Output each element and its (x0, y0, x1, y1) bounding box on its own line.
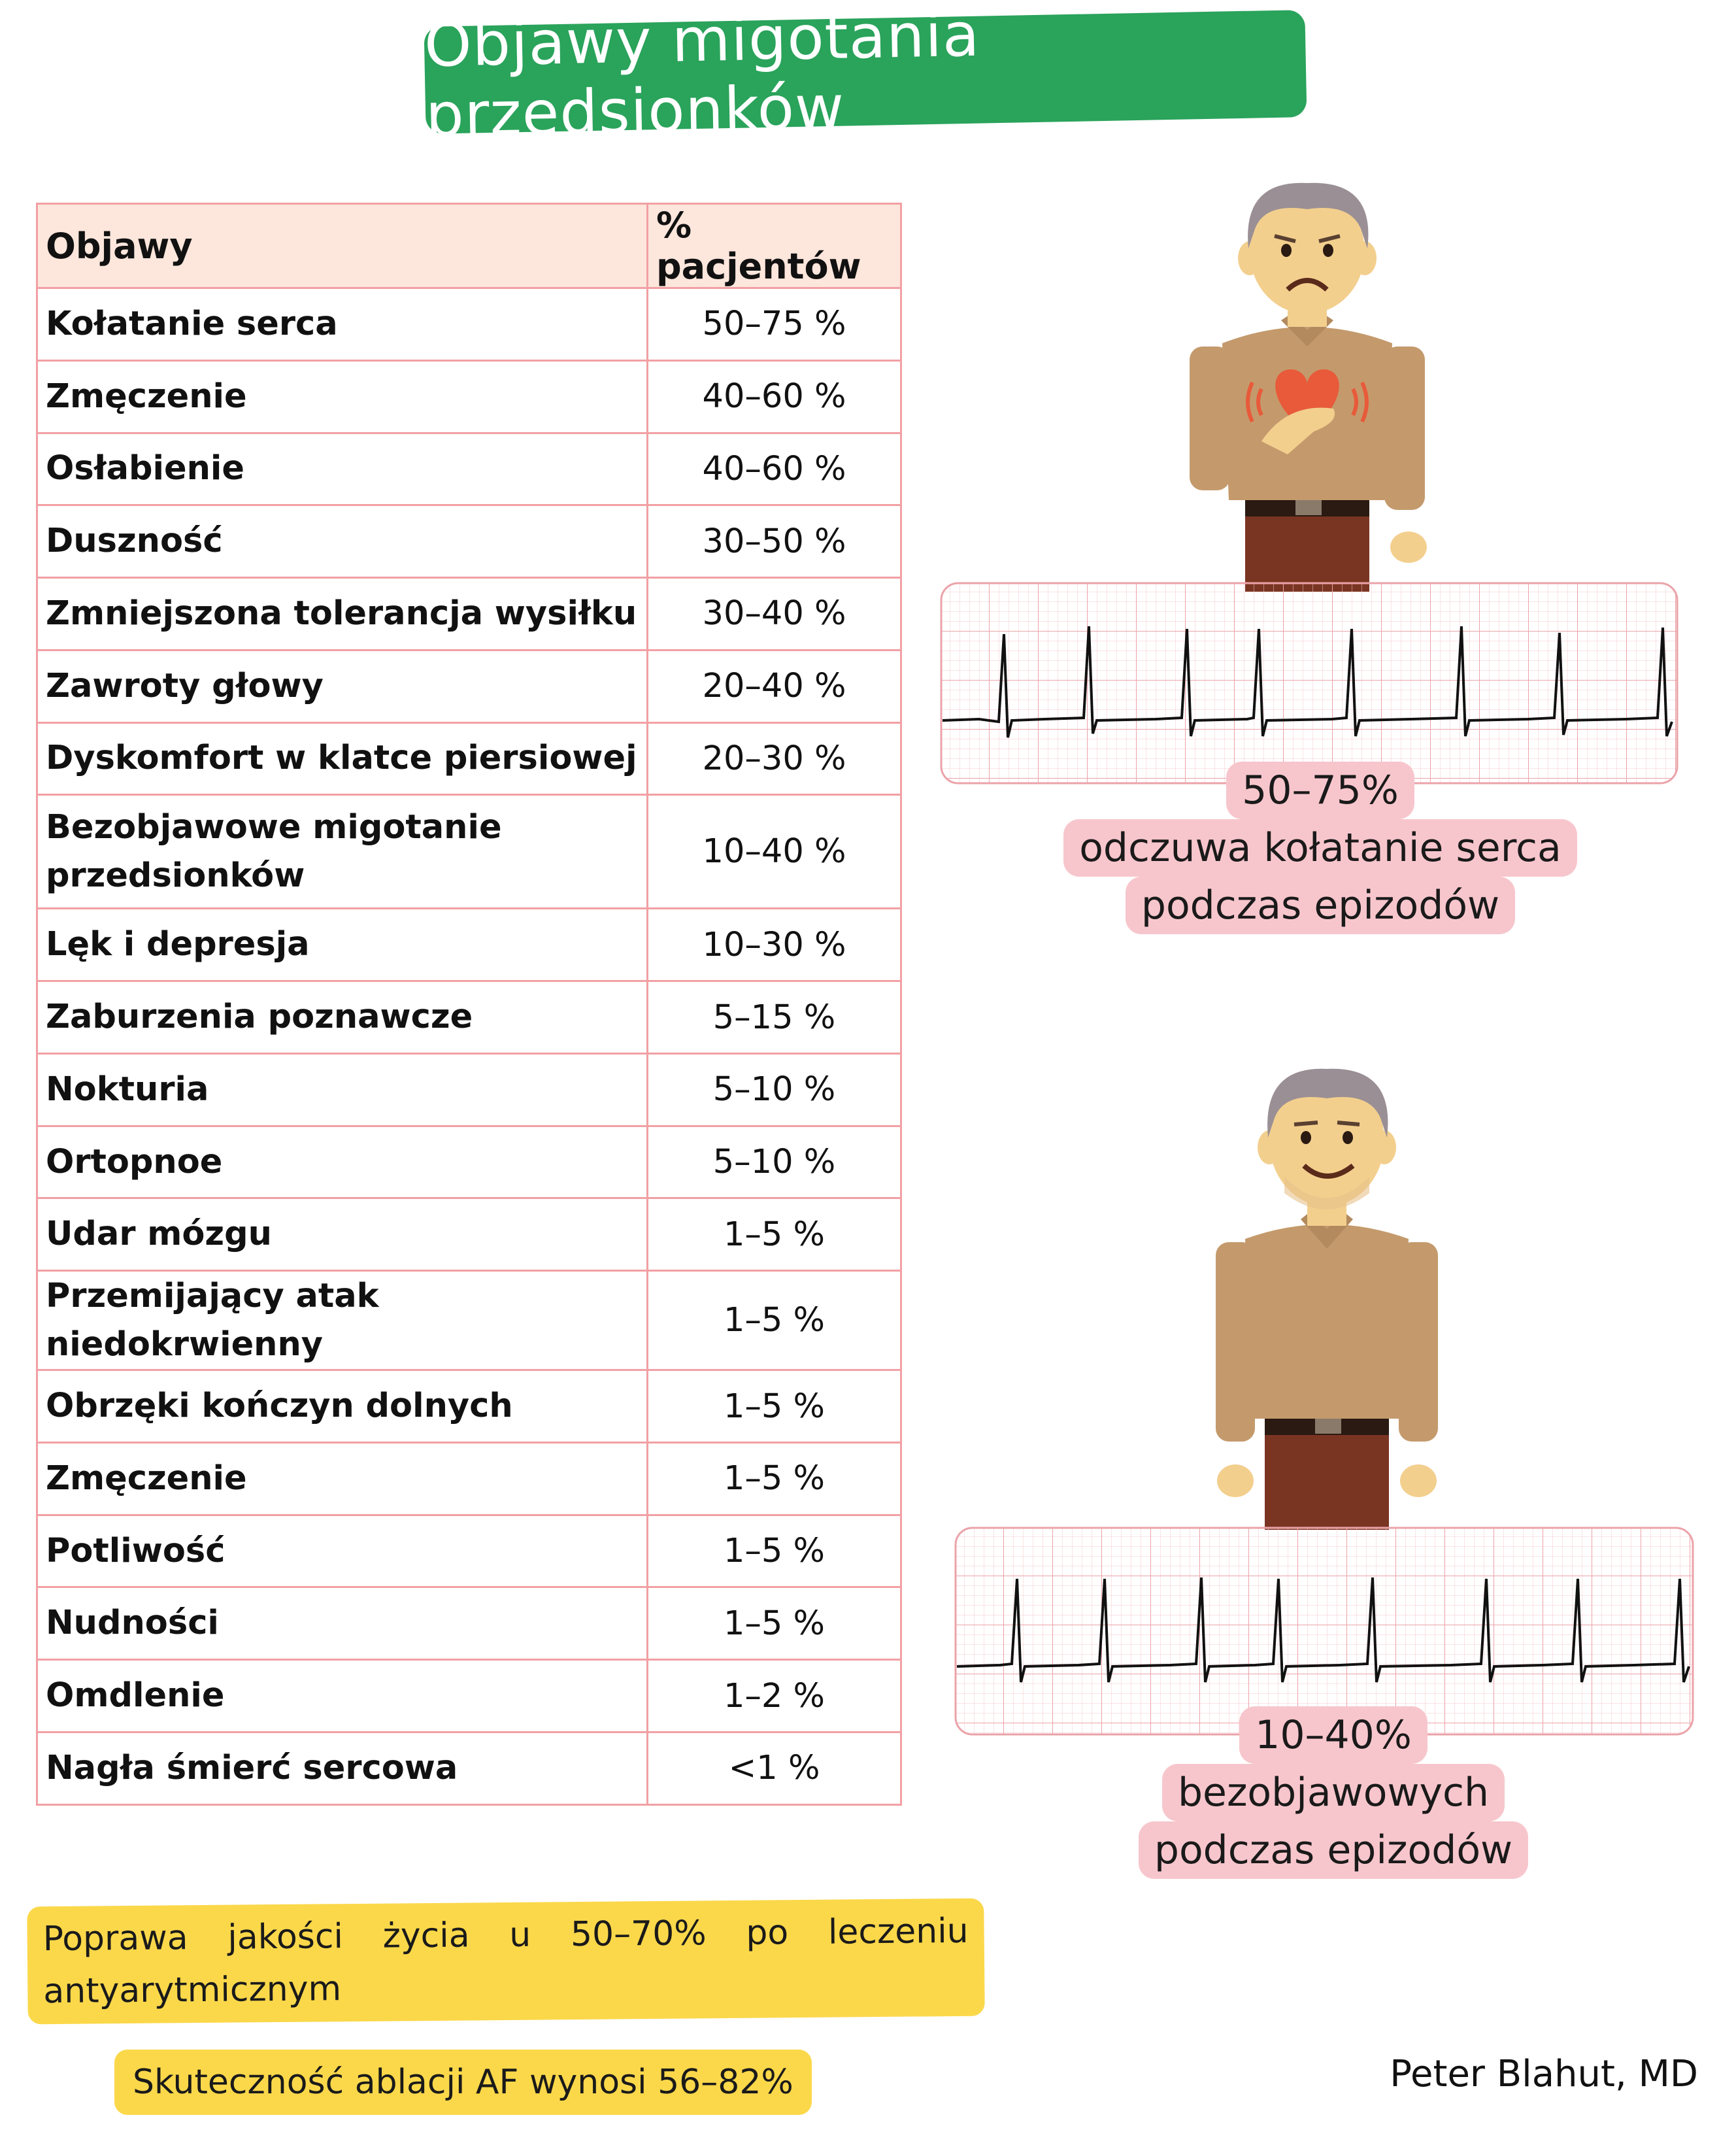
symptom-name: Potliwość (36, 1513, 648, 1589)
symptom-percent: 40–60 % (646, 359, 902, 434)
column-header-percent: % pacjentów (646, 203, 902, 289)
table-row: Dyskomfort w klatce piersiowej 20–30 % (36, 721, 902, 796)
table-row: Potliwość 1–5 % (36, 1513, 902, 1589)
symptom-percent: 5–10 % (646, 1052, 902, 1127)
table-row: Nagła śmierć sercowa <1 % (36, 1731, 902, 1806)
symptom-percent: 10–40 % (646, 794, 902, 910)
table-row: Lęk i depresja 10–30 % (36, 907, 902, 983)
table-row: Nudności 1–5 % (36, 1586, 902, 1661)
symptom-percent: 1–2 % (646, 1659, 902, 1733)
table-row: Duszność 30–50 % (36, 504, 902, 579)
symptom-name: Obrzęki kończyn dolnych (36, 1369, 648, 1444)
symptom-name: Zmęczenie (36, 1441, 648, 1516)
note-ablation: Skuteczność ablacji AF wynosi 56–82% (114, 2050, 812, 2115)
symptom-percent: 10–30 % (646, 907, 902, 983)
symptom-percent: 30–50 % (646, 504, 902, 579)
symptom-percent: 1–5 % (646, 1197, 902, 1272)
calm-man-illustration (1216, 1068, 1438, 1530)
callout-palpitations: 50–75% odczuwa kołatanie serca podczas e… (1059, 762, 1582, 934)
symptom-name: Udar mózgu (36, 1197, 648, 1272)
symptom-percent: 20–40 % (646, 649, 902, 724)
symptom-percent: 40–60 % (646, 431, 902, 507)
symptom-name: Ortopnoe (36, 1124, 648, 1200)
symptom-name: Kołatanie serca (36, 287, 648, 362)
table-row: Przemijający atak niedokrwienny 1–5 % (36, 1270, 902, 1372)
note-quality-of-life: Poprawa jakości życia u 50–70% po leczen… (27, 1898, 985, 2025)
table-row: Zmęczenie 1–5 % (36, 1441, 902, 1516)
symptom-name: Omdlenie (36, 1659, 648, 1733)
symptom-name: Osłabienie (36, 431, 648, 507)
table-row: Bezobjawowe migotanie przedsionków 10–40 … (36, 794, 902, 910)
symptom-name: Zawroty głowy (36, 649, 648, 724)
page-title: Objawy migotania przedsionków (424, 0, 981, 150)
symptom-percent: 1–5 % (646, 1369, 902, 1444)
symptom-name: Bezobjawowe migotanie przedsionków (36, 794, 648, 910)
callout-line: odczuwa kołatanie serca (1063, 819, 1577, 877)
symptom-percent: 50–75 % (646, 287, 902, 362)
table-row: Osłabienie 40–60 % (36, 431, 902, 507)
callout-line: podczas epizodów (1138, 1821, 1529, 1879)
symptom-percent: 1–5 % (646, 1586, 902, 1661)
ecg-strip-asymptomatic (954, 1527, 1694, 1736)
symptom-percent: 1–5 % (646, 1513, 902, 1589)
symptom-percent: 30–40 % (646, 577, 902, 651)
symptom-name: Zmniejszona tolerancja wysiłku (36, 577, 648, 651)
symptom-percent: 5–10 % (646, 1124, 902, 1200)
title-banner: Objawy migotania przedsionków (424, 0, 1307, 150)
symptom-name: Zaburzenia poznawcze (36, 980, 648, 1055)
table-row: Zmniejszona tolerancja wysiłku 30–40 % (36, 577, 902, 651)
symptom-percent: 1–5 % (646, 1441, 902, 1516)
table-row: Omdlenie 1–2 % (36, 1659, 902, 1733)
table-row: Obrzęki kończyn dolnych 1–5 % (36, 1369, 902, 1444)
table-row: Nokturia 5–10 % (36, 1052, 902, 1127)
symptoms-table: Objawy % pacjentów Kołatanie serca 50–75 … (36, 203, 902, 1806)
column-header-symptoms: Objawy (36, 203, 648, 289)
table-row: Ortopnoe 5–10 % (36, 1124, 902, 1200)
author-credit: Peter Blahut, MD (1390, 2053, 1698, 2095)
callout-percent: 50–75% (1226, 762, 1414, 819)
symptom-name: Dyskomfort w klatce piersiowej (36, 721, 648, 796)
symptom-name: Nokturia (36, 1052, 648, 1127)
symptom-name: Lęk i depresja (36, 907, 648, 983)
symptom-name: Duszność (36, 504, 648, 579)
symptom-percent: 1–5 % (646, 1270, 902, 1372)
table-row: Zmęczenie 40–60 % (36, 359, 902, 434)
ecg-strip-palpitations (940, 582, 1678, 785)
worried-man-illustration (1190, 182, 1427, 592)
callout-percent: 10–40% (1239, 1706, 1427, 1764)
symptom-name: Przemijający atak niedokrwienny (36, 1270, 648, 1372)
symptom-name: Zmęczenie (36, 359, 648, 434)
symptom-name: Nagła śmierć sercowa (36, 1731, 648, 1806)
callout-line: bezobjawowych (1161, 1764, 1505, 1821)
symptom-name: Nudności (36, 1586, 648, 1661)
table-row: Udar mózgu 1–5 % (36, 1197, 902, 1272)
callout-line: podczas epizodów (1125, 877, 1516, 934)
callout-asymptomatic: 10–40% bezobjawowych podczas epizodów (1072, 1706, 1595, 1879)
symptom-percent: <1 % (646, 1731, 902, 1806)
table-row: Zaburzenia poznawcze 5–15 % (36, 980, 902, 1055)
table-row: Zawroty głowy 20–40 % (36, 649, 902, 724)
table-row: Kołatanie serca 50–75 % (36, 287, 902, 362)
symptom-percent: 5–15 % (646, 980, 902, 1055)
table-header-row: Objawy % pacjentów (36, 203, 902, 289)
symptom-percent: 20–30 % (646, 721, 902, 796)
